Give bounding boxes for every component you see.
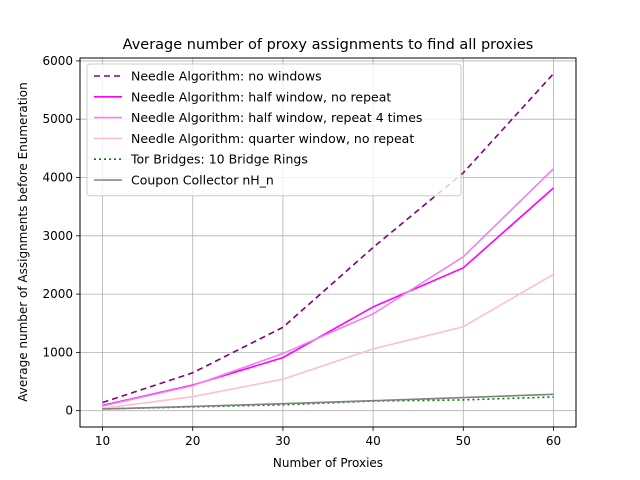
legend-label: Needle Algorithm: half window, repeat 4 …: [131, 110, 422, 125]
legend-label: Tor Bridges: 10 Bridge Rings: [130, 152, 308, 167]
plot-frame: [79, 57, 577, 428]
x-axis: 10 20 30 40 50 60: [95, 427, 561, 448]
y-tick-label: 5000: [42, 112, 73, 126]
y-tick-label: 4000: [42, 171, 73, 185]
series-line: [102, 73, 555, 404]
y-tick-label: 0: [65, 404, 73, 418]
legend-label: Needle Algorithm: quarter window, no rep…: [131, 131, 414, 146]
x-tick-label: 50: [456, 434, 471, 448]
legend-box: [86, 63, 462, 197]
y-axis: 0 1000 2000 3000 4000 5000 6000: [42, 54, 80, 418]
series-line: [102, 273, 554, 410]
y-tick-label: 6000: [42, 54, 73, 68]
y-tick-label: 3000: [42, 229, 73, 243]
series-line: [102, 168, 555, 407]
legend-label: Coupon Collector nH_n: [131, 173, 274, 188]
x-tick-label: 30: [275, 434, 290, 448]
x-tick-label: 10: [95, 434, 110, 448]
chart-title: Average number of proxy assignments to f…: [123, 37, 534, 53]
x-tick-label: 20: [185, 434, 200, 448]
y-axis-label: Average number of Assignments before Enu…: [16, 82, 30, 401]
series-line: [102, 393, 554, 410]
legend-label: Needle Algorithm: no windows: [131, 69, 322, 84]
series-lines: [102, 73, 555, 410]
y-tick-label: 1000: [42, 345, 73, 359]
legend-label: Needle Algorithm: half window, no repeat: [131, 89, 391, 104]
legend: Needle Algorithm: no windows Needle Algor…: [86, 63, 462, 197]
y-tick-label: 2000: [42, 287, 73, 301]
x-tick-label: 60: [546, 434, 561, 448]
x-axis-label: Number of Proxies: [273, 456, 383, 470]
x-tick-label: 40: [365, 434, 380, 448]
series-line: [102, 187, 554, 407]
